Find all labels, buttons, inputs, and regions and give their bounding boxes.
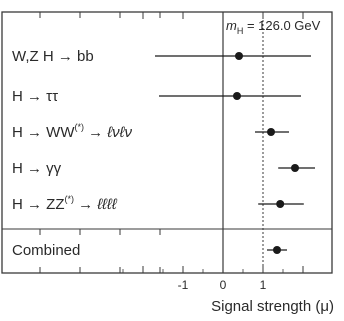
label-superscript: (*) [74,122,84,132]
mass-subscript: H [237,26,244,36]
x-tick-label: 0 [220,278,227,292]
label-part: → ℓℓℓℓ [74,196,118,213]
label-part: H → ττ [12,88,58,105]
row-wzh-bb: W,Z H → bb [12,48,311,65]
label-part: H → ZZ [12,196,65,213]
label-part: → ℓνℓν [84,124,133,141]
reference-lines [222,12,264,273]
channel-label: H → ZZ(*) → ℓℓℓℓ [12,194,118,213]
channel-label: H → ττ [12,88,58,105]
x-tick-label: 1 [260,278,267,292]
mass-symbol: m [226,18,237,33]
label-part: W,Z H → bb [12,48,94,65]
central-value-marker [267,128,275,136]
x-axis-title: Signal strength (μ) [211,298,334,315]
mass-value: = 126.0 GeV [243,18,320,33]
row-h-tautau: H → ττ [12,88,301,105]
mass-label: mH = 126.0 GeV [226,18,321,36]
chart-frame [1,11,333,274]
label-part: H → WW [12,124,75,141]
central-value-marker [273,246,281,254]
channel-label: H → γγ [12,160,62,177]
channel-label: H → WW(*) → ℓνℓν [12,122,133,141]
row-combined: Combined [12,242,287,259]
plot-frame [1,11,333,274]
row-h-gg: H → γγ [12,160,315,177]
x-axis: -1 0 1 Signal strength (μ) [178,278,334,315]
row-h-zz: H → ZZ(*) → ℓℓℓℓ [12,194,304,213]
label-superscript: (*) [65,194,75,204]
central-value-marker [291,164,299,172]
central-value-marker [235,52,243,60]
central-value-marker [276,200,285,208]
channel-label: W,Z H → bb [12,48,94,65]
central-value-marker [233,92,241,100]
row-h-ww: H → WW(*) → ℓνℓν [12,122,289,141]
label-part: H → γγ [12,160,62,177]
channel-label: Combined [12,242,80,259]
x-tick-label: -1 [178,278,189,292]
mass-annotation: mH = 126.0 GeV [226,18,321,36]
